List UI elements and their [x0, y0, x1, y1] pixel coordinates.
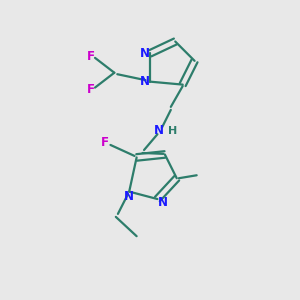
Text: N: N: [154, 124, 164, 137]
Text: F: F: [87, 82, 94, 96]
Text: N: N: [140, 75, 150, 88]
Text: F: F: [100, 136, 109, 149]
Text: N: N: [124, 190, 134, 203]
Text: H: H: [168, 126, 178, 136]
Text: N: N: [158, 196, 168, 209]
Text: N: N: [140, 47, 150, 60]
Text: F: F: [87, 50, 94, 63]
